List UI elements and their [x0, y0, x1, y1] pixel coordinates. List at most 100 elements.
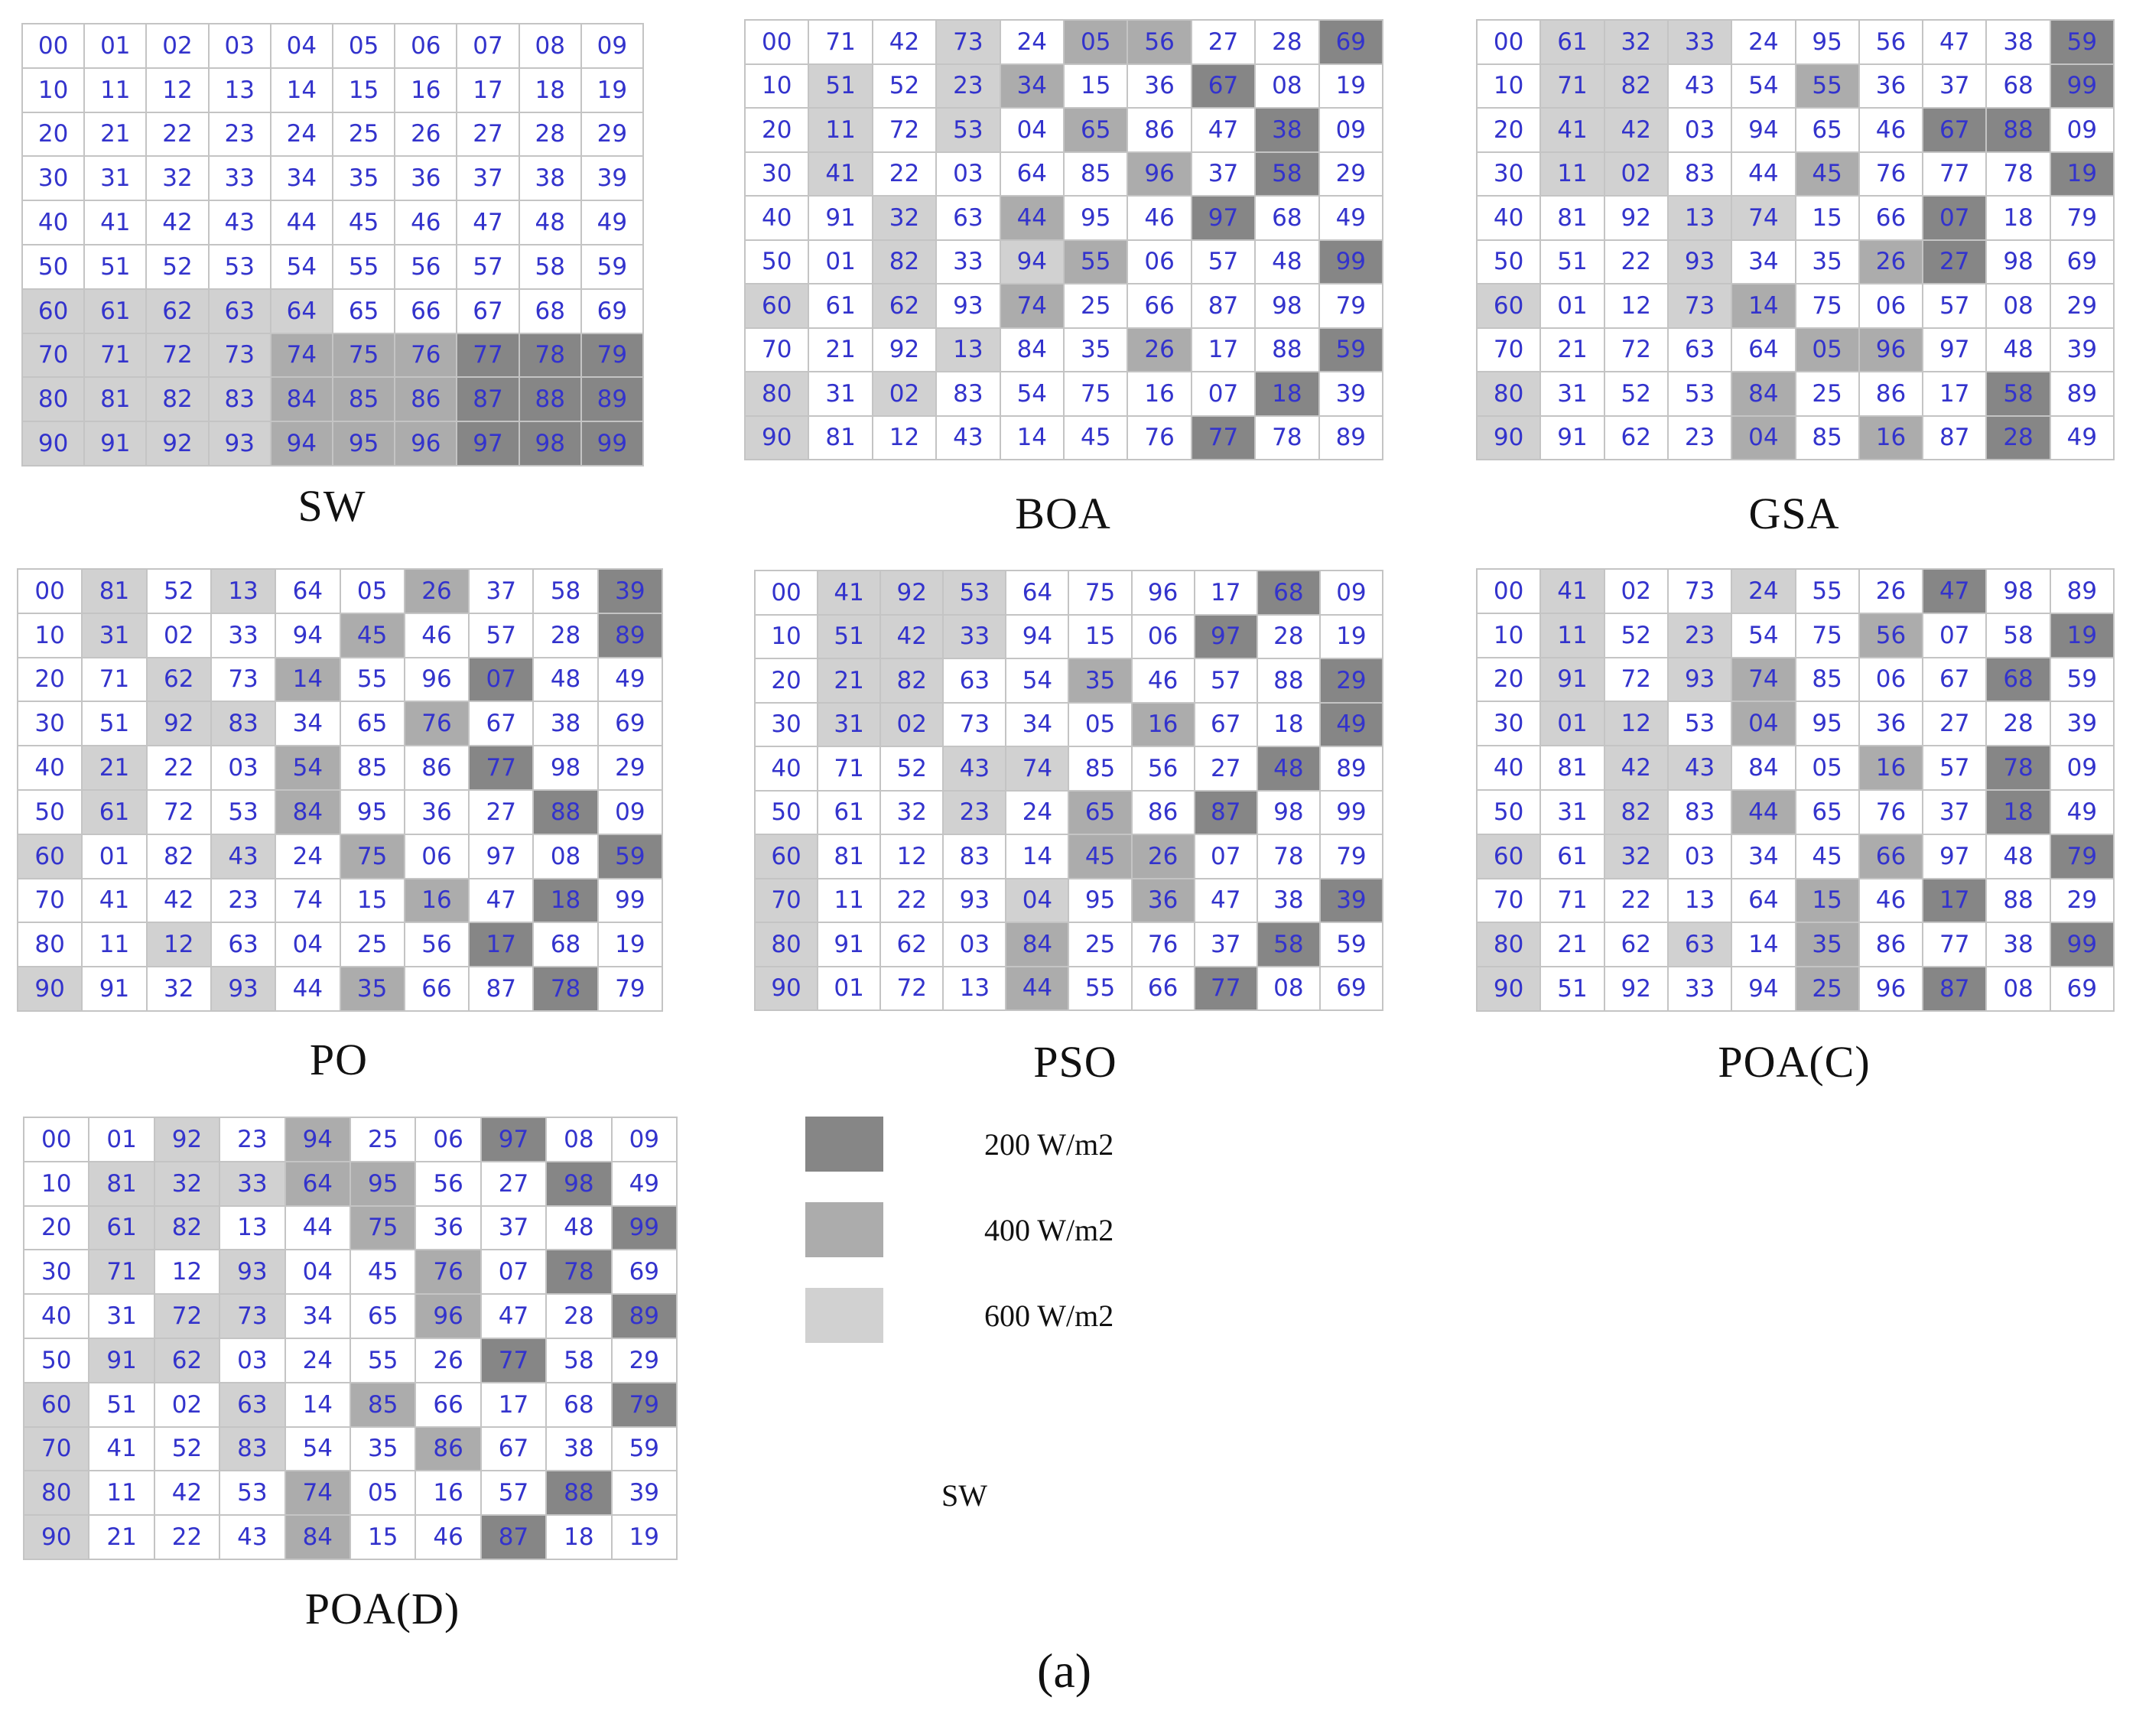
grid-cell: 54	[1000, 372, 1065, 417]
grid-cell: 05	[1069, 703, 1133, 747]
grid-cell: 68	[519, 289, 582, 334]
grid-cell: 10	[23, 68, 86, 113]
grid-cell: 93	[1668, 240, 1733, 284]
grid-cell: 29	[612, 1338, 678, 1383]
grid-cell: 10	[756, 615, 819, 659]
grid-cell: 27	[1192, 21, 1257, 65]
grid-cell: 03	[1668, 109, 1733, 153]
grid-cell: 55	[1065, 240, 1129, 284]
grid-cell: 36	[1859, 64, 1924, 109]
grid-poa-d: 00 01 92 23 94 25 06 97 08 09 10 81 32 33 64 95 56 27 98 49…	[23, 1117, 678, 1560]
grid-cell: 47	[1195, 879, 1258, 923]
grid-cell: 64	[1732, 328, 1796, 372]
grid-cell: 42	[1604, 746, 1669, 791]
grid-cell: 02	[881, 703, 944, 747]
grid-cell: 77	[470, 746, 535, 791]
grid-cell: 09	[612, 1118, 678, 1162]
grid-cell: 32	[147, 967, 212, 1012]
figure-label: (a)	[1037, 1643, 1092, 1698]
grid-cell: 79	[598, 967, 663, 1012]
grid-cell: 99	[581, 422, 644, 467]
grid-cell: 44	[285, 1206, 351, 1251]
grid-cell: 03	[937, 152, 1001, 197]
grid-cell: 92	[881, 571, 944, 616]
grid-cell: 62	[1604, 416, 1669, 460]
grid-cell: 68	[1257, 571, 1321, 616]
grid-cell: 67	[470, 702, 535, 747]
grid-cell: 08	[547, 1118, 613, 1162]
grid-cell: 58	[1987, 372, 2051, 417]
grid-cell: 27	[1923, 240, 1988, 284]
grid-cell: 09	[1320, 571, 1383, 616]
grid-cell: 51	[89, 1383, 155, 1428]
grid-cell: 41	[85, 201, 148, 245]
grid-cell: 73	[211, 658, 277, 703]
grid-cell: 00	[24, 1118, 90, 1162]
grid-cell: 85	[340, 746, 405, 791]
grid-cell: 91	[809, 197, 873, 241]
grid-cell: 79	[2050, 197, 2115, 241]
grid-cell: 91	[818, 923, 882, 967]
grid-cell: 87	[1923, 967, 1988, 1012]
grid-cell: 13	[937, 328, 1001, 372]
grid-cell: 78	[1256, 416, 1320, 460]
grid-cell: 29	[598, 746, 663, 791]
grid-cell: 72	[147, 333, 210, 379]
grid-cell: 89	[598, 613, 663, 658]
grid-cell: 36	[405, 790, 470, 835]
grid-cell: 83	[1668, 152, 1733, 197]
grid-cell: 49	[2050, 416, 2115, 460]
grid-cell: 25	[1796, 967, 1860, 1012]
grid-cell: 31	[818, 703, 882, 747]
grid-cell: 84	[1006, 923, 1070, 967]
grid-cell: 96	[1859, 328, 1924, 372]
grid-cell: 79	[612, 1383, 678, 1428]
grid-cell: 67	[1923, 658, 1988, 703]
grid-cell: 07	[1192, 372, 1257, 417]
grid-cell: 48	[1987, 328, 2051, 372]
grid-cell: 57	[1192, 240, 1257, 284]
grid-cell: 92	[147, 702, 212, 747]
grid-cell: 01	[809, 240, 873, 284]
grid-cell: 17	[1195, 571, 1258, 616]
grid-cell: 33	[1668, 967, 1733, 1012]
grid-cell: 76	[1859, 790, 1924, 835]
grid-cell: 33	[211, 613, 277, 658]
grid-cell: 46	[395, 201, 458, 245]
grid-cell: 32	[873, 197, 938, 241]
grid-cell: 57	[470, 613, 535, 658]
grid-cell: 31	[85, 157, 148, 202]
grid-cell: 55	[1796, 570, 1860, 614]
grid-cell: 70	[23, 333, 86, 379]
grid-cell: 69	[2050, 240, 2115, 284]
grid-cell: 55	[1069, 967, 1133, 1011]
grid-cell: 42	[147, 879, 212, 924]
grid-cell: 89	[581, 378, 644, 423]
grid-cell: 54	[271, 245, 333, 290]
grid-cell: 59	[2050, 21, 2115, 65]
grid-cell: 34	[1732, 240, 1796, 284]
caption-poa-c: POA(C)	[1718, 1037, 1871, 1087]
grid-cell: 03	[209, 24, 271, 69]
grid-cell: 45	[333, 201, 396, 245]
grid-cell: 52	[154, 1427, 221, 1472]
grid-cell: 66	[395, 289, 458, 334]
grid-cell: 12	[147, 923, 212, 968]
grid-cell: 58	[519, 245, 582, 290]
grid-cell: 16	[1859, 416, 1924, 460]
legend-label-200: 200 W/m2	[984, 1127, 1114, 1162]
grid-cell: 83	[211, 702, 277, 747]
grid-cell: 98	[1256, 284, 1320, 329]
grid-cell: 72	[873, 109, 938, 153]
grid-cell: 54	[276, 746, 341, 791]
grid-cell: 95	[333, 422, 396, 467]
grid-cell: 84	[285, 1516, 351, 1560]
grid-cell: 84	[271, 378, 333, 423]
grid-cell: 66	[1859, 197, 1924, 241]
grid-cell: 44	[1006, 967, 1070, 1011]
grid-cell: 16	[1132, 703, 1195, 747]
grid-cell: 33	[937, 240, 1001, 284]
grid-cell: 94	[276, 613, 341, 658]
caption-gsa: GSA	[1748, 489, 1840, 538]
grid-cell: 77	[1195, 967, 1258, 1011]
